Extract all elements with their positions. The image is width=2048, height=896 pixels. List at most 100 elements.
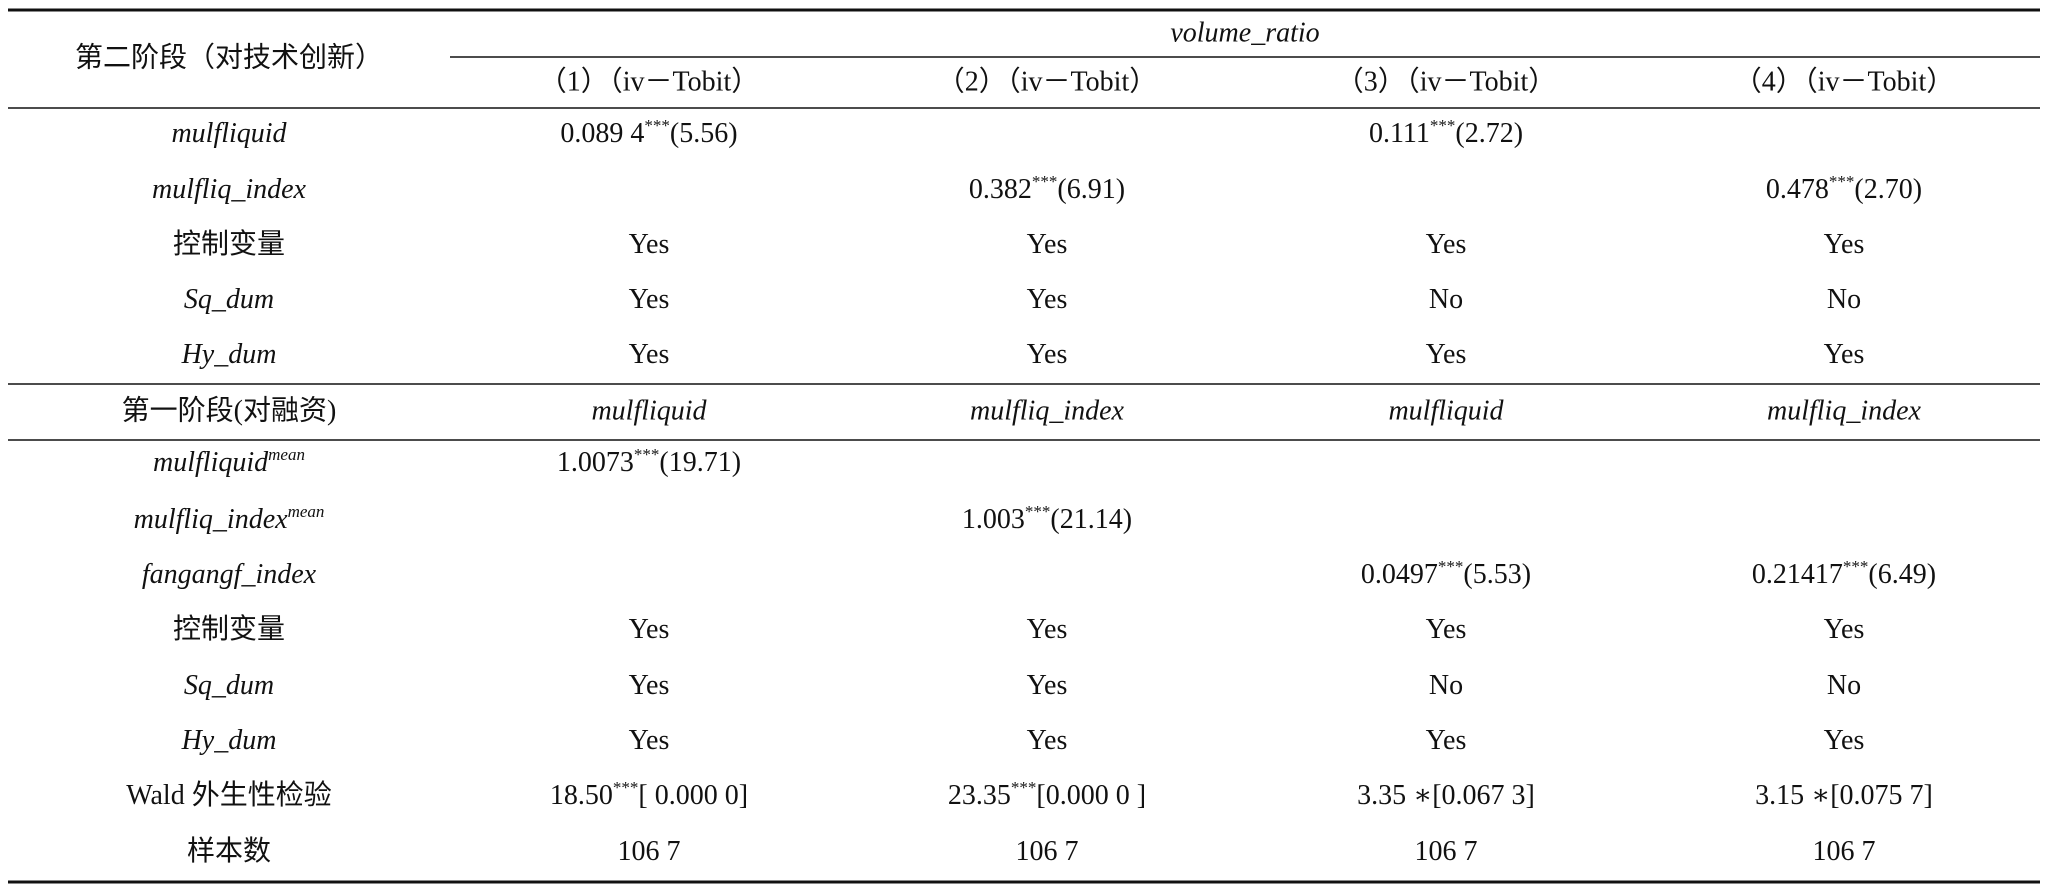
- cell-text: Yes: [1426, 339, 1467, 370]
- cell-text: 18.50: [550, 780, 613, 811]
- superscript: ***: [1430, 116, 1456, 135]
- stage-label: 第二阶段（对技术创新）: [75, 41, 383, 73]
- cell-text: (2.72): [1455, 118, 1523, 149]
- row-label: Hy_dum: [181, 339, 277, 370]
- cell-text: Hy_dum: [181, 725, 277, 756]
- cell-text: Wald 外生性检验: [126, 779, 331, 811]
- table-cell: Yes: [1824, 614, 1865, 645]
- cell-text: 0.089 4: [560, 118, 644, 149]
- table-cell: Yes: [1426, 229, 1467, 260]
- cell-text: 0.111: [1369, 118, 1430, 149]
- table-cell: 1.0073***(19.71): [557, 445, 741, 479]
- stage-label: 第一阶段(对融资): [122, 394, 337, 426]
- table-cell: Yes: [629, 339, 670, 370]
- table-cell: Yes: [1426, 614, 1467, 645]
- cell-text: Yes: [629, 725, 670, 756]
- cell-text: Yes: [1027, 229, 1068, 260]
- table-cell: No: [1827, 670, 1861, 701]
- cell-text: (19.71): [659, 447, 741, 478]
- cell-text: (6.91): [1057, 174, 1125, 205]
- cell-text: mulfliq_index: [134, 504, 289, 535]
- cell-text: No: [1827, 284, 1861, 315]
- table-cell: Yes: [629, 725, 670, 756]
- table-cell: 106 7: [618, 836, 681, 867]
- cell-text: Sq_dum: [184, 670, 274, 701]
- table-cell: 0.382***(6.91): [969, 172, 1125, 206]
- row-label: mulfliquidmean: [153, 445, 305, 479]
- superscript: ***: [1438, 557, 1464, 576]
- cell-text: Yes: [1027, 670, 1068, 701]
- table-cell: Yes: [1426, 725, 1467, 756]
- table-cell: 106 7: [1016, 836, 1079, 867]
- superscript: ***: [644, 116, 670, 135]
- cell-text: Yes: [1027, 614, 1068, 645]
- table-cell: 18.50***[ 0.000 0]: [550, 778, 748, 812]
- cell-text: (21.14): [1050, 504, 1132, 535]
- table-cell: 0.21417***(6.49): [1752, 557, 1936, 591]
- superscript: ***: [1843, 557, 1869, 576]
- superscript: ***: [634, 445, 660, 464]
- cell-text: Yes: [629, 670, 670, 701]
- cell-text: Sq_dum: [184, 284, 274, 315]
- cell-text: fangangf_index: [142, 559, 317, 590]
- table-cell: Yes: [1824, 725, 1865, 756]
- cell-text: [0.000 0 ]: [1036, 780, 1146, 811]
- table-cell: Yes: [1027, 725, 1068, 756]
- table-cell: Yes: [1027, 339, 1068, 370]
- cell-text: Yes: [629, 229, 670, 260]
- cell-text: 3.35 ∗[0.067 3]: [1357, 780, 1535, 811]
- cell-text: Yes: [1027, 284, 1068, 315]
- table-cell: 0.089 4***(5.56): [560, 116, 737, 150]
- row-label: mulfliq_indexmean: [134, 502, 325, 536]
- cell-text: 控制变量: [173, 228, 285, 260]
- superscript: ***: [613, 778, 639, 797]
- cell-text: Yes: [1426, 725, 1467, 756]
- table-cell: Yes: [1027, 670, 1068, 701]
- cell-text: No: [1429, 670, 1463, 701]
- cell-text: 样本数: [187, 835, 271, 867]
- cell-text: 0.478: [1766, 174, 1829, 205]
- cell-text: 0.21417: [1752, 559, 1843, 590]
- cell-text: Yes: [1824, 614, 1865, 645]
- superscript: ***: [1829, 172, 1855, 191]
- superscript: ***: [1025, 502, 1051, 521]
- cell-text: 3.15 ∗[0.075 7]: [1755, 780, 1933, 811]
- column-header: mulfliq_index: [1767, 395, 1922, 426]
- column-header: mulfliq_index: [970, 395, 1125, 426]
- table-cell: Yes: [629, 614, 670, 645]
- row-label: mulfliquid: [171, 118, 287, 149]
- cell-text: 23.35: [948, 780, 1011, 811]
- cell-text: 106 7: [618, 836, 681, 867]
- column-header: mulfliquid: [591, 395, 707, 426]
- cell-text: Yes: [1426, 614, 1467, 645]
- row-label: Sq_dum: [184, 670, 274, 701]
- table-cell: Yes: [629, 284, 670, 315]
- table-cell: 1.003***(21.14): [962, 502, 1132, 536]
- table-cell: 0.478***(2.70): [1766, 172, 1922, 206]
- cell-text: (2.70): [1854, 174, 1922, 205]
- cell-text: (5.53): [1463, 559, 1531, 590]
- row-label: fangangf_index: [142, 559, 317, 590]
- table-cell: Yes: [1426, 339, 1467, 370]
- cell-text: Yes: [629, 339, 670, 370]
- cell-text: 106 7: [1813, 836, 1876, 867]
- table-cell: 0.111***(2.72): [1369, 116, 1523, 150]
- column-header: （3）（iv－Tobit）: [1336, 65, 1557, 97]
- superscript: ***: [1011, 778, 1037, 797]
- cell-text: [ 0.000 0]: [638, 780, 748, 811]
- cell-text: mulfliq_index: [152, 174, 307, 205]
- table-cell: Yes: [1027, 284, 1068, 315]
- cell-text: Yes: [1426, 229, 1467, 260]
- row-label: Sq_dum: [184, 284, 274, 315]
- cell-text: (5.56): [670, 118, 738, 149]
- cell-text: Yes: [1027, 725, 1068, 756]
- cell-text: No: [1429, 284, 1463, 315]
- table-cell: 23.35***[0.000 0 ]: [948, 778, 1146, 812]
- column-header: （2）（iv－Tobit）: [937, 65, 1158, 97]
- table-cell: 0.0497***(5.53): [1361, 557, 1531, 591]
- table-cell: 106 7: [1415, 836, 1478, 867]
- table-cell: Yes: [1027, 229, 1068, 260]
- table-cell: No: [1429, 670, 1463, 701]
- cell-text: 1.003: [962, 504, 1025, 535]
